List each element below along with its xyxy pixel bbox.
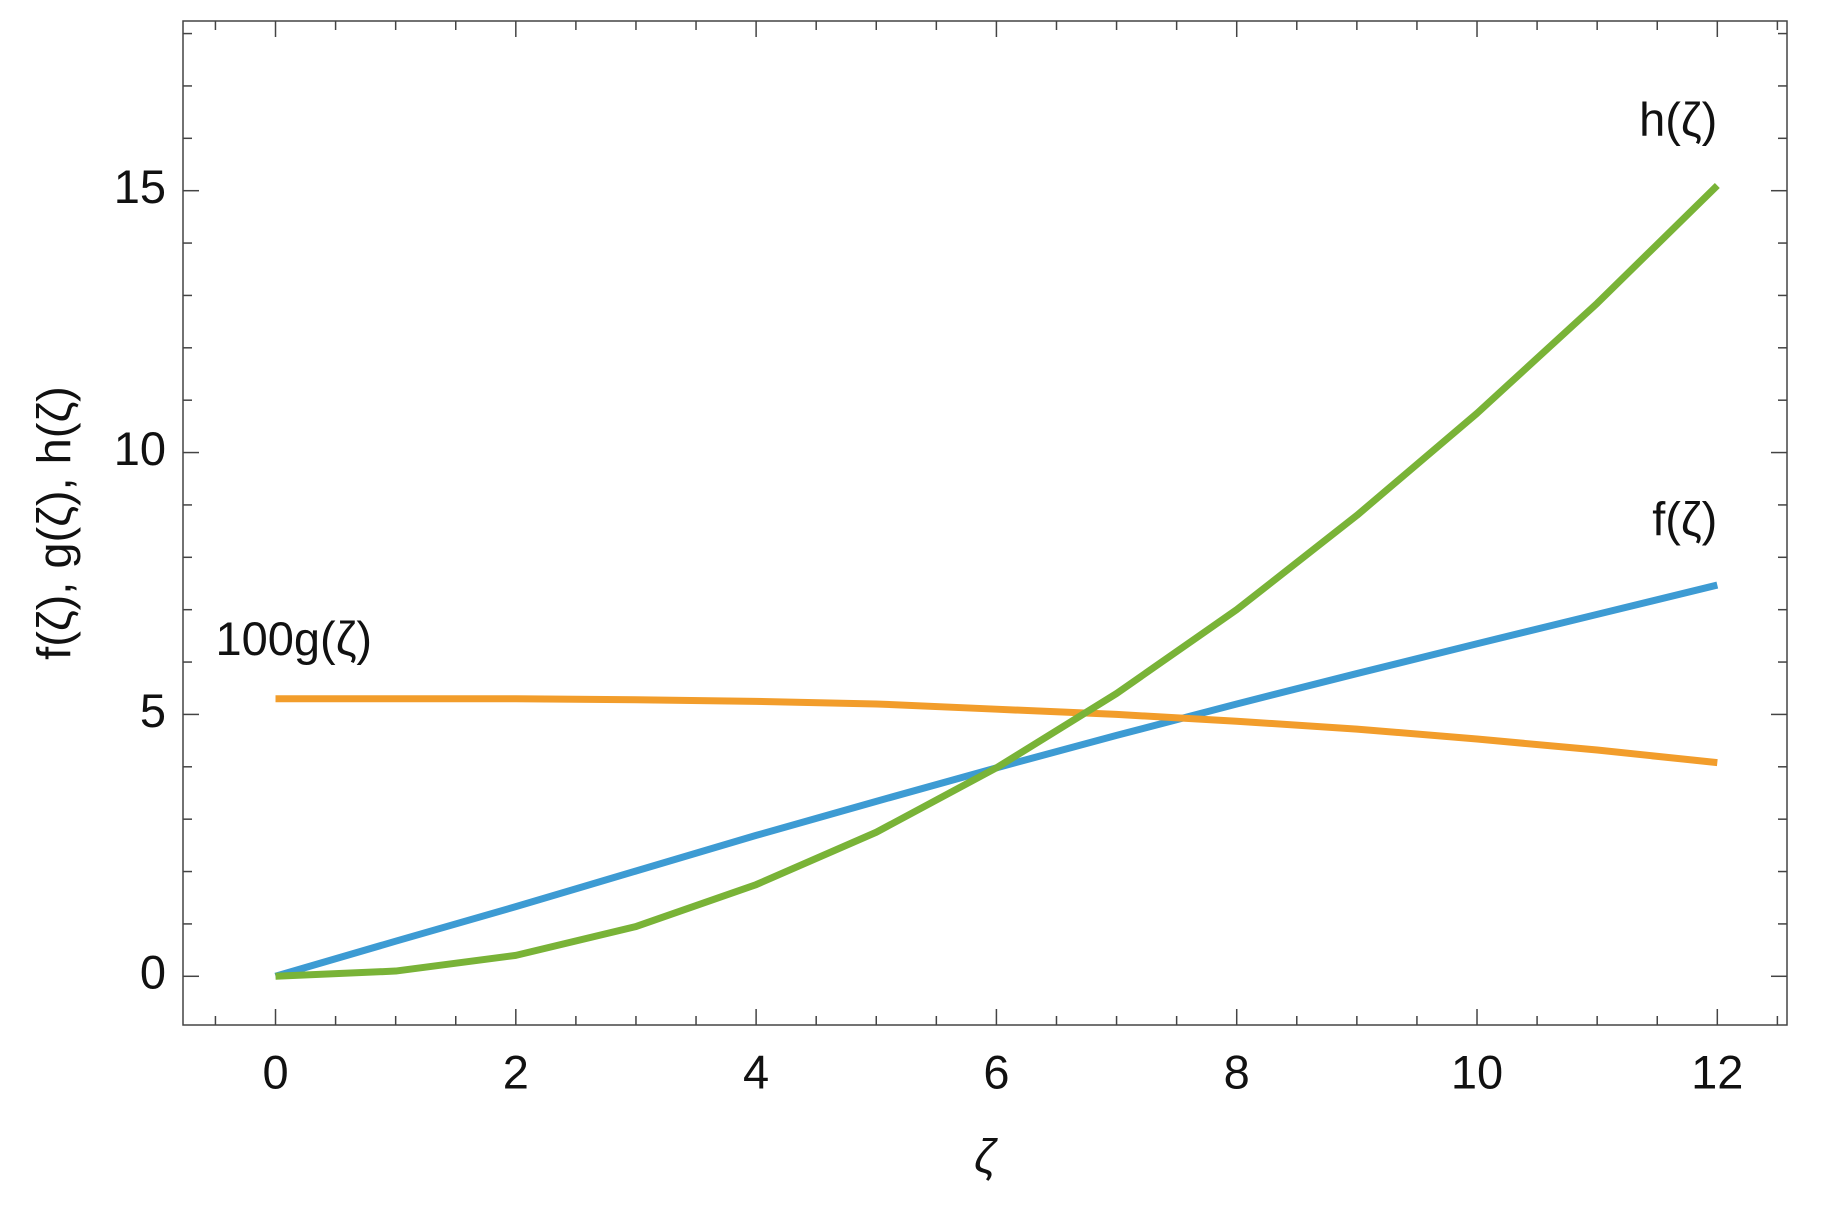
series-label: h(ζ): [1639, 93, 1717, 146]
y-tick-label: 15: [114, 160, 166, 213]
x-tick-label: 8: [1224, 1045, 1250, 1098]
series-line: [275, 695, 1718, 767]
y-tick-label: 0: [140, 946, 166, 999]
x-tick-label: 0: [262, 1045, 288, 1098]
y-axis-label: f(ζ), g(ζ), h(ζ): [27, 386, 80, 660]
series-label: f(ζ): [1652, 492, 1717, 545]
plot-frame: [182, 20, 1788, 1026]
x-tick-label: 10: [1451, 1045, 1503, 1098]
y-tick-label: 5: [140, 684, 166, 737]
x-axis-label: ζ: [974, 1129, 998, 1182]
x-tick-label: 4: [743, 1045, 769, 1098]
x-tick-label: 6: [983, 1045, 1009, 1098]
y-tick-label: 10: [114, 422, 166, 475]
series-label: 100g(ζ): [216, 612, 373, 665]
x-tick-label: 12: [1691, 1045, 1743, 1098]
x-tick-label: 2: [503, 1045, 529, 1098]
series-line: [274, 581, 1719, 980]
series-line: [275, 182, 1720, 980]
